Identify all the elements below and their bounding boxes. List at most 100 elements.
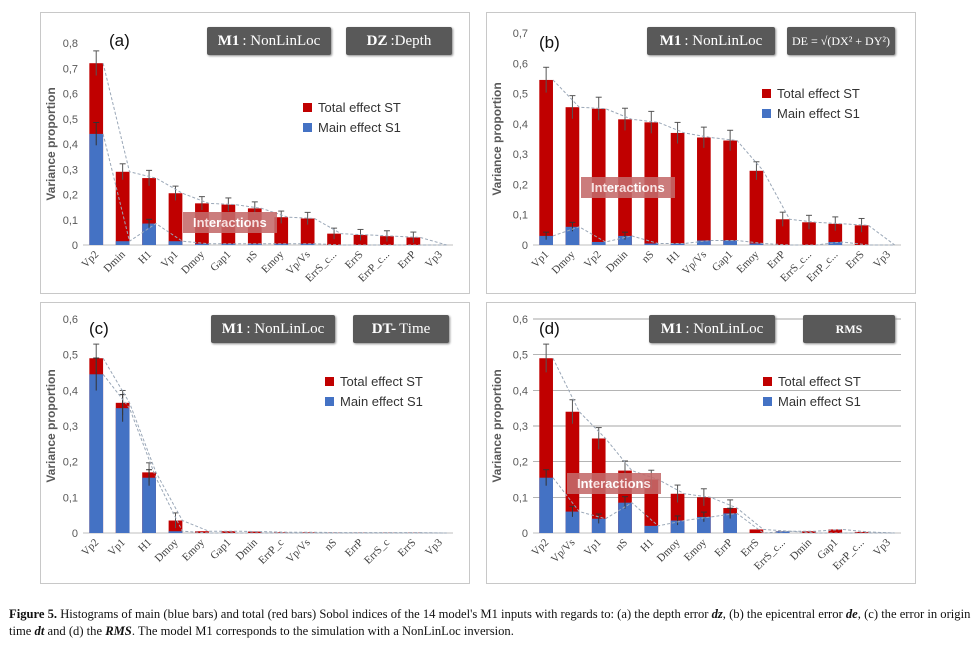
bar-main (749, 243, 764, 245)
bar-main (775, 531, 790, 533)
legend-swatch-total (325, 376, 334, 386)
y-tick-label: 0,8 (63, 38, 78, 50)
legend-b: Total effect ST Main effect S1 (762, 83, 860, 123)
x-tick-label: Gap1 (710, 249, 735, 274)
y-tick-label: 0,4 (63, 385, 78, 397)
x-tick-label: Vp/Vs (680, 249, 709, 278)
model-tag-a: M1: NonLinLoc (207, 27, 331, 55)
model-tag-text: : NonLinLoc (242, 32, 321, 49)
y-tick-label: 0,4 (513, 385, 528, 397)
bar-total (274, 217, 289, 245)
legend-label-main: Main effect S1 (340, 393, 423, 409)
x-tick-label: H1 (638, 537, 656, 555)
y-tick-label: 0,6 (513, 314, 528, 326)
x-tick-label: ErrS (844, 249, 867, 272)
bar-main (565, 226, 580, 245)
bar-main (723, 513, 737, 533)
bar-total (300, 218, 315, 245)
legend-d: Total effect ST Main effect S1 (763, 371, 861, 411)
trend-line-main (552, 477, 895, 534)
bar-total (749, 529, 764, 533)
panel-b: Variance proportion 0 0,1 0,2 0,3 0,4 0,5 0,6 0,… (486, 12, 916, 294)
x-tick-label: ErrS (396, 537, 419, 560)
model-tag-bold: M1 (221, 320, 244, 337)
y-tick-label: 0,7 (63, 63, 78, 75)
x-tick-label: Vp2 (79, 537, 101, 559)
x-tick-label: Dmin (102, 248, 129, 275)
x-tick-label: Dmoy (153, 536, 181, 564)
caption-dt: dt (34, 624, 45, 638)
bar-main (670, 243, 685, 245)
bar-main (723, 240, 737, 245)
y-tick-label: 0,6 (513, 58, 528, 70)
caption-dz: dz (711, 607, 723, 621)
y-tick-label: 0,5 (63, 114, 78, 126)
x-tick-label: ErrS (343, 249, 366, 272)
legend-label-total: Total effect ST (777, 85, 860, 101)
panel-a: Variance proportion 0 0,1 0,2 0,3 0,4 0,5 0,6 0,… (40, 12, 470, 294)
chart-c: Variance proportion 0 0,1 0,2 0,3 0,4 0,5 0,6 Vp… (44, 314, 453, 567)
bar-main (697, 240, 711, 245)
bar-main (565, 511, 580, 533)
legend-label-main: Main effect S1 (777, 105, 860, 121)
legend-swatch-total (303, 102, 312, 112)
bar-main (300, 243, 315, 245)
x-tick-label: ErrP_c (256, 537, 286, 567)
y-tick-label: 0,5 (513, 89, 528, 101)
bar-main (618, 502, 632, 533)
legend-item-total: Total effect ST (325, 371, 423, 391)
output-tag-b: DE = √(DX² + DY²) (787, 27, 895, 55)
bar-main (247, 243, 262, 245)
bar-main (89, 374, 104, 533)
chart-d: Variance proportion 0 0,1 0,2 0,3 0,4 0,5 0,6 Vp… (490, 314, 901, 573)
x-tick-label: Gap1 (208, 537, 233, 562)
y-tick-label: 0,1 (513, 210, 528, 222)
y-tick-label: 0,1 (513, 492, 528, 504)
y-tick-label: 0 (72, 528, 78, 540)
y-tick-label: 0,6 (63, 314, 78, 326)
y-tick-label: 0,2 (513, 457, 528, 469)
x-tick-label: ErrP (396, 249, 419, 272)
x-tick-label: Vp1 (106, 537, 128, 559)
bar-main (644, 525, 659, 533)
caption-rms: RMS (105, 624, 132, 638)
output-tag-d: RMS (803, 315, 895, 343)
bar-total (854, 225, 869, 245)
legend-label-total: Total effect ST (778, 373, 861, 389)
legend-label-total: Total effect ST (318, 99, 401, 115)
bar-total (723, 140, 737, 245)
bar-total (327, 233, 341, 245)
y-axis-label: Variance proportion (44, 87, 58, 200)
bar-total (854, 531, 869, 533)
y-tick-label: 0,3 (63, 164, 78, 176)
x-tick-label: H1 (136, 249, 154, 267)
x-tick-label: Emoy (180, 536, 207, 563)
x-tick-label: H1 (665, 249, 683, 267)
output-tag-text: Time (399, 320, 431, 337)
bar-total (697, 137, 711, 245)
y-tick-label: 0 (522, 528, 528, 540)
bar-total (591, 108, 606, 245)
bar-main (697, 516, 711, 533)
bar-total (802, 531, 816, 533)
x-tick-label: Vp1 (159, 249, 181, 271)
x-tick-label: Dmoy (655, 536, 683, 564)
model-tag-bold: M1 (659, 32, 682, 49)
y-tick-label: 0,3 (63, 421, 78, 433)
panel-letter-a: (a) (109, 31, 130, 50)
legend-item-main: Main effect S1 (763, 391, 861, 411)
caption-text-5: . The model M1 corresponds to the simula… (131, 624, 514, 638)
caption-figure-label: Figure 5. (9, 607, 58, 621)
bar-main (618, 235, 632, 245)
x-tick-label: ErrS_c (362, 537, 392, 567)
y-tick-label: 0,4 (63, 139, 78, 151)
panel-letter-b: (b) (539, 33, 560, 52)
x-tick-label: Vp/Vs (549, 537, 578, 566)
x-tick-label: Vp1 (529, 249, 551, 271)
bar-main (539, 477, 553, 533)
model-tag-text: : NonLinLoc (246, 320, 325, 337)
x-tick-label: Dmin (604, 248, 631, 275)
legend-swatch-main (325, 396, 334, 406)
x-tick-label: nS (613, 537, 630, 554)
y-tick-label: 0,1 (63, 215, 78, 227)
